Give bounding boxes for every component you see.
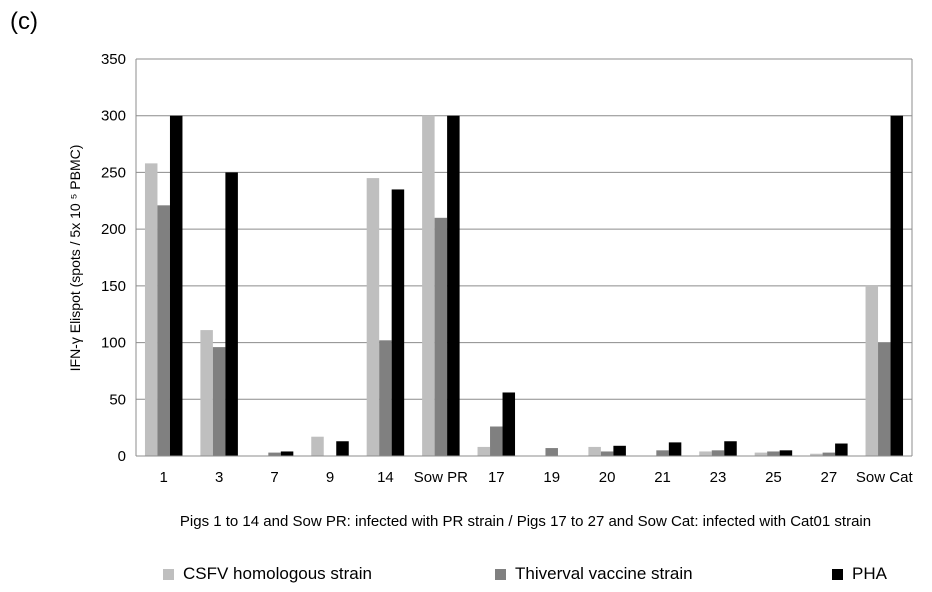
bar	[280, 451, 294, 456]
axes	[135, 59, 913, 457]
bar	[810, 453, 823, 456]
bar	[668, 442, 682, 456]
y-tick-label: 50	[109, 391, 126, 408]
y-tick-label: 300	[101, 108, 126, 125]
y-axis-label: IFN-γ Elispot (spots / 5x 10 ⁵ PBMC)	[67, 145, 83, 372]
legend-swatch-pha	[832, 568, 843, 580]
legend-item-csfv: CSFV homologous strain	[163, 564, 372, 583]
x-tick-labels: 1 3 7 9 14 Sow PR 17 19 20 21 23 25 27 Sow Cat	[160, 469, 914, 486]
bar	[545, 448, 558, 456]
x-tick-label: 25	[765, 469, 782, 486]
bar	[490, 426, 503, 456]
x-tick-label: Sow Cat	[856, 469, 914, 486]
bar	[656, 450, 669, 456]
x-tick-label: 3	[215, 469, 223, 486]
panel-label: (c)	[10, 8, 38, 35]
bar	[890, 115, 904, 456]
bar	[422, 115, 435, 456]
bar	[366, 178, 380, 456]
bar	[212, 347, 226, 456]
x-tick-label: 7	[270, 469, 278, 486]
bar	[822, 452, 836, 456]
gridlines	[136, 58, 912, 457]
x-tick-label: 1	[160, 469, 168, 486]
bars	[144, 115, 904, 456]
bar	[699, 451, 712, 456]
bar	[336, 441, 349, 456]
bar	[379, 340, 392, 456]
bar	[865, 285, 879, 456]
bar	[754, 452, 768, 456]
y-tick-label: 150	[101, 278, 126, 295]
y-tick-label: 250	[101, 164, 126, 181]
bar	[502, 392, 516, 456]
bar	[588, 446, 601, 456]
x-tick-label: 9	[326, 469, 334, 486]
legend-label-csfv: CSFV homologous strain	[183, 564, 372, 583]
legend-item-pha: PHA	[832, 564, 887, 583]
bar	[225, 172, 238, 456]
bar	[779, 450, 793, 456]
x-axis-label: Pigs 1 to 14 and Sow PR: infected with P…	[179, 513, 872, 530]
x-tick-label: 20	[599, 469, 616, 486]
legend-swatch-thiverval	[495, 568, 506, 580]
x-tick-label: Sow PR	[414, 469, 468, 486]
x-tick-label: 17	[488, 469, 505, 486]
legend-item-thiverval: Thiverval vaccine strain	[495, 564, 693, 583]
bar	[878, 342, 891, 456]
bar	[447, 115, 460, 456]
legend-label-thiverval: Thiverval vaccine strain	[515, 564, 693, 583]
legend-swatch-csfv	[163, 568, 174, 580]
bar	[144, 163, 158, 456]
bar	[835, 443, 848, 456]
bar	[600, 451, 614, 456]
x-tick-label: 19	[543, 469, 560, 486]
x-tick-label: 21	[654, 469, 671, 486]
bar	[711, 450, 725, 456]
y-tick-label: 0	[118, 448, 126, 465]
y-tick-label: 200	[101, 221, 126, 238]
bar	[391, 189, 405, 456]
bar	[767, 451, 780, 456]
y-tick-labels: 0 50 100 150 200 250 300 350	[101, 51, 126, 465]
x-tick-label: 27	[821, 469, 838, 486]
bar	[268, 452, 281, 456]
y-tick-label: 100	[101, 335, 126, 352]
y-tick-label: 350	[101, 51, 126, 68]
bar	[724, 441, 737, 456]
bar	[157, 205, 170, 456]
x-tick-label: 23	[710, 469, 727, 486]
x-tick-label: 14	[377, 469, 394, 486]
bar	[200, 330, 213, 456]
bar	[477, 446, 491, 456]
bar	[434, 217, 448, 456]
bar	[613, 445, 626, 456]
bar	[311, 436, 324, 456]
bar	[169, 115, 183, 456]
legend-label-pha: PHA	[852, 564, 887, 583]
